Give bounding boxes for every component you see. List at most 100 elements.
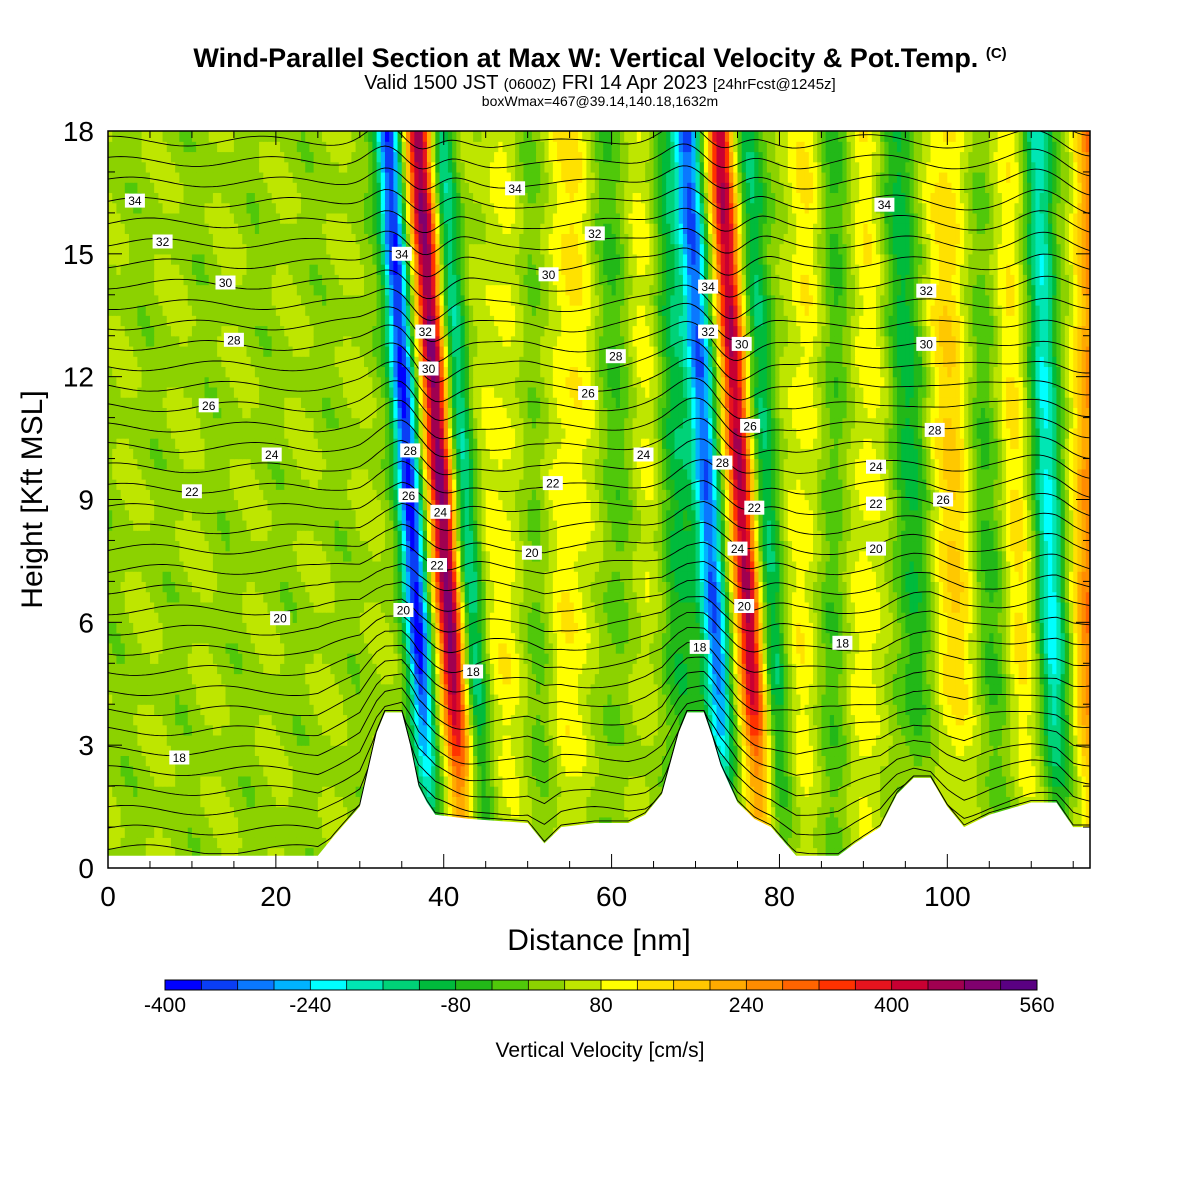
vv-cell [733,745,739,757]
vv-cell [271,847,277,859]
vv-cell [1031,683,1037,695]
vv-cell [548,796,554,808]
vv-cell [280,653,285,664]
vv-cell [431,796,436,808]
vv-cell [485,653,491,664]
vv-cell [133,724,138,736]
vv-cell [284,693,290,705]
vv-cell [1006,704,1011,716]
vv-cell [640,806,646,818]
vv-cell [544,765,550,777]
vv-cell [452,693,457,705]
vv-cell [124,775,130,787]
vv-cell [301,837,306,849]
vv-cell [875,755,881,767]
vv-cell [275,837,281,849]
vv-cell [1048,693,1053,705]
vv-cell [913,693,919,705]
vv-cell [859,704,864,716]
vv-cell [473,796,478,808]
vv-cell [1006,653,1011,664]
vv-cell [762,796,768,808]
vv-cell [498,775,504,787]
vv-cell [175,734,180,746]
vv-cell [288,816,294,828]
vv-cell [800,775,806,787]
vv-cell [443,724,449,736]
vv-cell [439,765,445,777]
vv-cell [657,704,663,716]
vv-cell [334,663,340,675]
vv-cell [607,775,613,787]
vv-cell [1039,724,1045,736]
vv-cell [586,745,592,757]
vv-cell [1043,786,1049,797]
vv-cell [418,642,424,654]
vv-cell [221,673,227,685]
vv-cell [724,683,730,695]
vv-cell [552,796,558,808]
vv-cell [422,745,428,757]
vv-cell [1027,745,1032,757]
vv-cell [699,673,705,685]
vv-cell [250,683,256,695]
vv-cell [309,796,315,808]
vv-cell [552,693,558,705]
vv-cell [578,673,583,685]
vv-cell [1081,816,1087,828]
vv-cell [309,663,315,675]
vv-cell [275,663,281,675]
vv-cell [481,775,487,787]
vv-cell [288,786,294,797]
vv-cell [414,724,420,736]
vv-cell [972,693,978,705]
vv-cell [653,653,659,664]
vv-cell [959,786,965,797]
vv-cell [682,683,688,695]
vv-cell [1069,683,1074,695]
vv-cell [384,653,390,664]
vv-cell [997,765,1003,777]
vv-cell [569,816,575,828]
vv-cell [825,847,831,859]
vv-cell [792,683,797,695]
vv-cell [452,704,457,716]
vv-cell [737,663,743,675]
chart-title-text: Wind-Parallel Section at Max W: Vertical… [193,43,979,73]
vv-cell [834,724,839,736]
vv-cell [1073,704,1079,716]
vv-cell [762,673,768,685]
vv-cell [754,765,760,777]
vv-cell [145,724,151,736]
vv-cell [590,724,596,736]
vv-cell [112,847,117,859]
vv-cell [594,816,600,828]
vv-cell [985,663,990,675]
vv-cell [372,704,378,716]
vv-cell [422,724,428,736]
vv-cell [624,775,629,787]
vv-cell [301,745,306,757]
vv-cell [175,704,180,716]
vv-cell [615,775,621,787]
vv-cell [124,714,130,726]
vv-cell [582,734,588,746]
vv-cell [859,683,864,695]
vv-cell [569,734,575,746]
vv-cell [405,663,411,675]
vv-cell [183,714,189,726]
vv-cell [183,837,189,849]
vv-cell [854,796,860,808]
vv-cell [145,745,151,757]
vv-cell [792,704,797,716]
vv-cell [695,673,701,685]
vv-cell [414,673,420,685]
vv-cell [922,734,927,746]
vv-cell [229,714,235,726]
vv-cell [796,837,802,849]
vv-cell [154,663,159,675]
vv-cell [628,673,634,685]
vv-cell [1085,663,1090,675]
vv-cell [989,673,995,685]
vv-cell [1018,796,1024,808]
